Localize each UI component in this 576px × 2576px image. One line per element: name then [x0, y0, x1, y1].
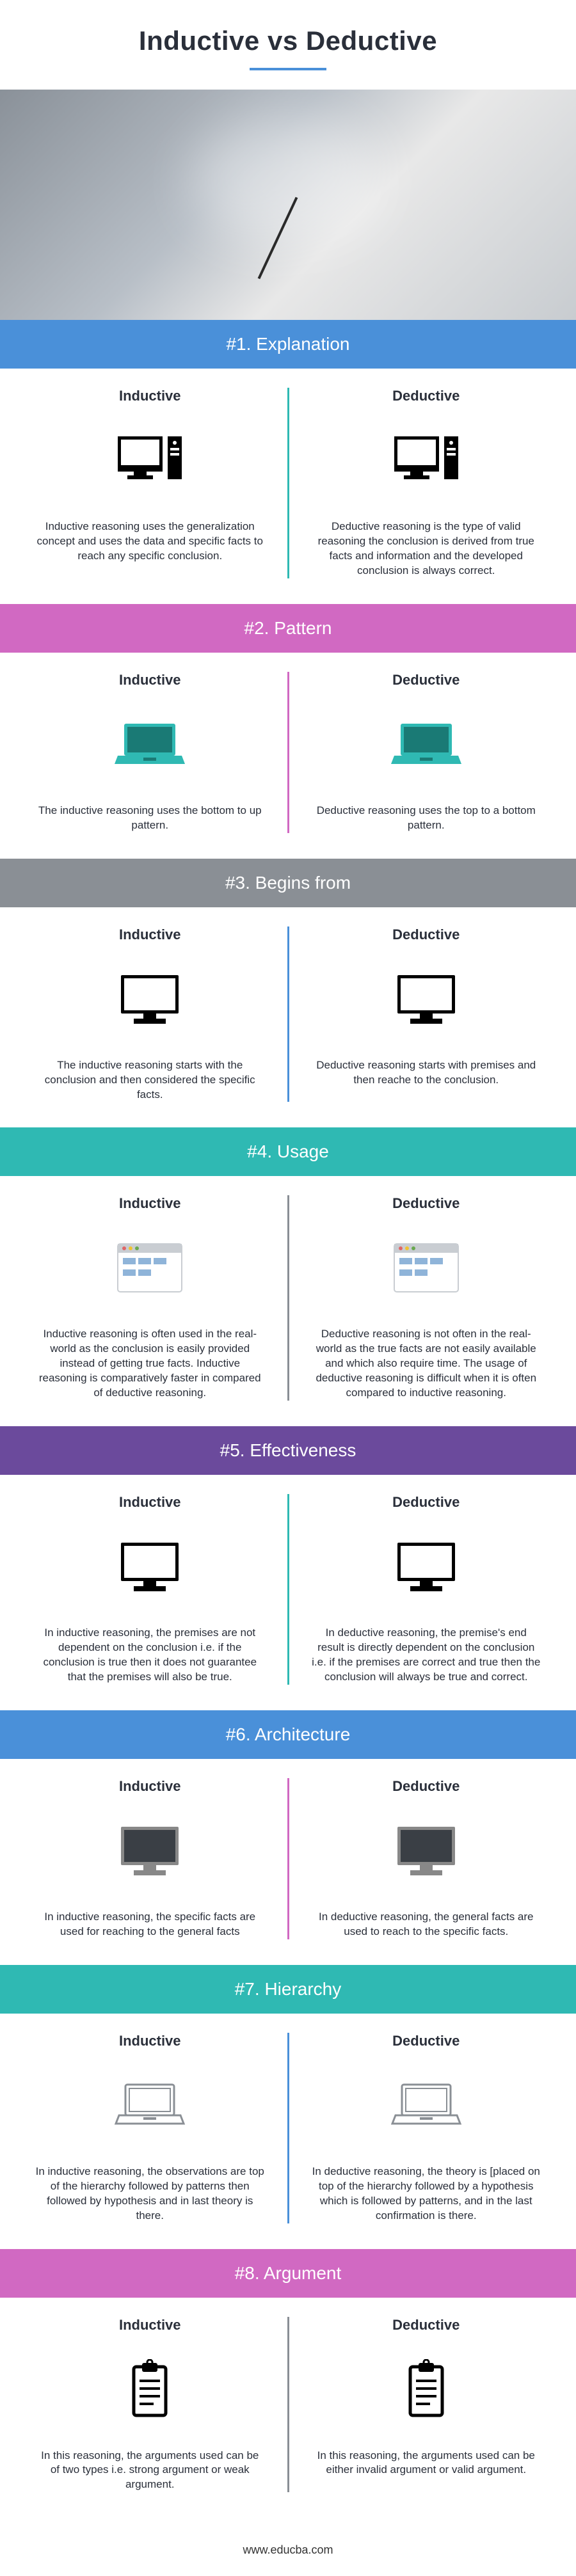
inductive-text: Inductive reasoning is often used in the… — [26, 1327, 275, 1401]
column-divider — [287, 1778, 289, 1939]
inductive-column: Inductive In this reasoning, the argumen… — [26, 2317, 275, 2493]
inductive-text: The inductive reasoning uses the bottom … — [26, 804, 275, 833]
page-container: Inductive vs Deductive #1. Explanation I… — [0, 0, 576, 2576]
clipboard-icon — [26, 2353, 275, 2429]
deductive-text: Deductive reasoning is the type of valid… — [302, 520, 551, 578]
laptop-outline-icon — [26, 2069, 275, 2145]
section-header: #5. Effectiveness — [0, 1426, 576, 1475]
inductive-column: Inductive The inductive reasoning starts… — [26, 926, 275, 1102]
deductive-column: Deductive In this reasoning, the argumen… — [302, 2317, 551, 2493]
column-divider — [287, 2317, 289, 2493]
sections-container: #1. Explanation Inductive Inductive reas… — [0, 320, 576, 2518]
column-title-deductive: Deductive — [302, 672, 551, 688]
monitor-icon — [26, 1530, 275, 1607]
column-title-inductive: Inductive — [26, 1195, 275, 1212]
deductive-column: Deductive Deductive reasoning starts wit… — [302, 926, 551, 1102]
column-title-inductive: Inductive — [26, 388, 275, 404]
column-divider — [287, 1494, 289, 1685]
monitor-dark-icon — [26, 1814, 275, 1891]
deductive-text: Deductive reasoning starts with premises… — [302, 1058, 551, 1088]
section-header: #8. Argument — [0, 2249, 576, 2298]
column-title-deductive: Deductive — [302, 1195, 551, 1212]
comparison-row: Inductive Inductive reasoning uses the g… — [0, 369, 576, 604]
deductive-text: In deductive reasoning, the general fact… — [302, 1910, 551, 1939]
column-title-deductive: Deductive — [302, 926, 551, 943]
section-header: #4. Usage — [0, 1127, 576, 1176]
deductive-column: Deductive Deductive reasoning is not oft… — [302, 1195, 551, 1401]
browser-icon — [302, 1231, 551, 1308]
inductive-text: In inductive reasoning, the observations… — [26, 2165, 275, 2223]
column-divider — [287, 1195, 289, 1401]
column-title-inductive: Inductive — [26, 1778, 275, 1795]
footer-url: www.educba.com — [0, 2518, 576, 2576]
inductive-column: Inductive Inductive reasoning uses the g… — [26, 388, 275, 578]
laptop-icon — [26, 708, 275, 784]
comparison-row: Inductive The inductive reasoning uses t… — [0, 653, 576, 859]
deductive-text: Deductive reasoning uses the top to a bo… — [302, 804, 551, 833]
column-title-deductive: Deductive — [302, 2317, 551, 2334]
deductive-text: Deductive reasoning is not often in the … — [302, 1327, 551, 1401]
hero-image — [0, 90, 576, 320]
column-title-deductive: Deductive — [302, 1778, 551, 1795]
section-header: #7. Hierarchy — [0, 1965, 576, 2014]
comparison-row: Inductive In inductive reasoning, the pr… — [0, 1475, 576, 1710]
monitor-dark-icon — [302, 1814, 551, 1891]
monitor-icon — [302, 1530, 551, 1607]
monitor-icon — [302, 962, 551, 1039]
column-divider — [287, 2033, 289, 2223]
desktop-pc-icon — [26, 424, 275, 500]
column-title-deductive: Deductive — [302, 1494, 551, 1511]
deductive-column: Deductive In deductive reasoning, the ge… — [302, 1778, 551, 1939]
column-divider — [287, 672, 289, 833]
inductive-text: In this reasoning, the arguments used ca… — [26, 2449, 275, 2493]
title-bar: Inductive vs Deductive — [0, 0, 576, 90]
section-header: #6. Architecture — [0, 1710, 576, 1759]
inductive-column: Inductive In inductive reasoning, the sp… — [26, 1778, 275, 1939]
deductive-text: In deductive reasoning, the theory is [p… — [302, 2165, 551, 2223]
column-divider — [287, 388, 289, 578]
column-title-inductive: Inductive — [26, 672, 275, 688]
column-title-inductive: Inductive — [26, 1494, 275, 1511]
comparison-row: Inductive In this reasoning, the argumen… — [0, 2298, 576, 2518]
inductive-text: In inductive reasoning, the specific fac… — [26, 1910, 275, 1939]
column-title-deductive: Deductive — [302, 388, 551, 404]
page-title: Inductive vs Deductive — [0, 26, 576, 56]
deductive-text: In this reasoning, the arguments used ca… — [302, 2449, 551, 2478]
column-title-deductive: Deductive — [302, 2033, 551, 2049]
comparison-row: Inductive The inductive reasoning starts… — [0, 907, 576, 1128]
deductive-column: Deductive Deductive reasoning uses the t… — [302, 672, 551, 833]
section-header: #3. Begins from — [0, 859, 576, 907]
title-underline — [250, 68, 326, 70]
section-header: #2. Pattern — [0, 604, 576, 653]
deductive-column: Deductive Deductive reasoning is the typ… — [302, 388, 551, 578]
inductive-column: Inductive In inductive reasoning, the pr… — [26, 1494, 275, 1685]
clipboard-icon — [302, 2353, 551, 2429]
comparison-row: Inductive Inductive reasoning is often u… — [0, 1176, 576, 1426]
desktop-pc-icon — [302, 424, 551, 500]
deductive-column: Deductive In deductive reasoning, the th… — [302, 2033, 551, 2223]
inductive-text: The inductive reasoning starts with the … — [26, 1058, 275, 1102]
deductive-text: In deductive reasoning, the premise's en… — [302, 1626, 551, 1685]
column-divider — [287, 926, 289, 1102]
inductive-column: Inductive Inductive reasoning is often u… — [26, 1195, 275, 1401]
inductive-text: In inductive reasoning, the premises are… — [26, 1626, 275, 1685]
laptop-outline-icon — [302, 2069, 551, 2145]
monitor-icon — [26, 962, 275, 1039]
column-title-inductive: Inductive — [26, 926, 275, 943]
comparison-row: Inductive In inductive reasoning, the sp… — [0, 1759, 576, 1965]
laptop-icon — [302, 708, 551, 784]
browser-icon — [26, 1231, 275, 1308]
comparison-row: Inductive In inductive reasoning, the ob… — [0, 2014, 576, 2249]
column-title-inductive: Inductive — [26, 2317, 275, 2334]
section-header: #1. Explanation — [0, 320, 576, 369]
inductive-column: Inductive In inductive reasoning, the ob… — [26, 2033, 275, 2223]
inductive-column: Inductive The inductive reasoning uses t… — [26, 672, 275, 833]
column-title-inductive: Inductive — [26, 2033, 275, 2049]
inductive-text: Inductive reasoning uses the generalizat… — [26, 520, 275, 564]
deductive-column: Deductive In deductive reasoning, the pr… — [302, 1494, 551, 1685]
